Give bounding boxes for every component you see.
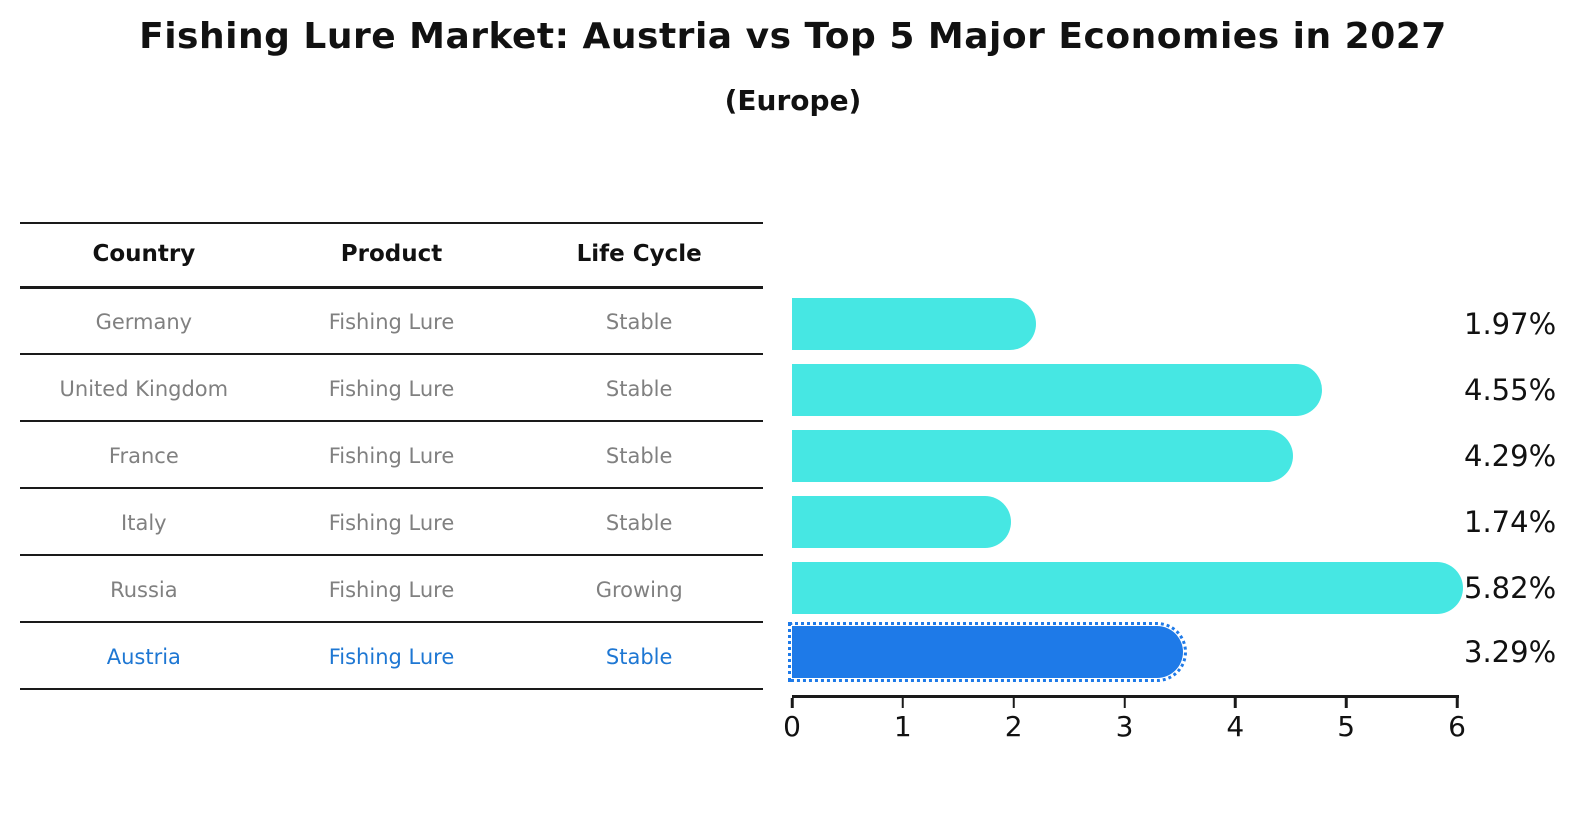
cell-product: Fishing Lure [328, 376, 455, 401]
country-table: Country Product Life Cycle Germany Fishi… [20, 222, 763, 690]
x-axis-line [792, 695, 1459, 698]
column-header-product: Product [340, 241, 443, 267]
cell-country: Germany [95, 309, 193, 334]
bar-russia [792, 562, 1464, 614]
table-row-austria: Austria Fishing Lure Stable [20, 623, 763, 690]
cell-product: Fishing Lure [328, 644, 455, 669]
cell-product: Fishing Lure [328, 510, 455, 535]
table-row-germany: Germany Fishing Lure Stable [20, 288, 763, 355]
cell-life-cycle: Stable [605, 443, 673, 468]
x-axis-tick [1455, 698, 1459, 708]
column-header-life-cycle: Life Cycle [576, 241, 702, 267]
x-axis-tick-label: 2 [1004, 710, 1023, 743]
cell-life-cycle: Stable [605, 376, 673, 401]
x-axis-tick [790, 698, 794, 708]
table-row-divider [20, 487, 763, 489]
cell-life-cycle: Growing [595, 577, 683, 602]
x-axis-tick-label: 6 [1448, 710, 1466, 743]
x-axis-tick-label: 3 [1115, 710, 1134, 743]
chart-subtitle: (Europe) [724, 84, 862, 117]
table-header-row: Country Product Life Cycle [20, 222, 763, 286]
chart-title: Fishing Lure Market: Austria vs Top 5 Ma… [139, 16, 1447, 57]
x-axis-tick [1234, 698, 1237, 708]
table-row-divider [20, 353, 763, 355]
cell-country: Russia [110, 577, 178, 602]
bar-germany [792, 298, 1037, 350]
bar-italy [792, 496, 1011, 548]
table-header-border [20, 286, 763, 289]
x-axis-tick [901, 698, 905, 708]
bar-france [792, 430, 1294, 482]
cell-life-cycle: Stable [605, 309, 673, 334]
x-axis-tick [1344, 698, 1348, 708]
x-axis-tick-label: 0 [783, 710, 801, 743]
bar-plot-area [788, 280, 1464, 700]
table-row-italy: Italy Fishing Lure Stable [20, 489, 763, 556]
x-axis-tick [1012, 698, 1015, 708]
table-row-divider [20, 420, 763, 422]
table-top-border [20, 222, 763, 224]
cell-country: Italy [121, 510, 167, 535]
x-axis-tick-label: 1 [893, 710, 912, 743]
x-axis-tick-label: 5 [1337, 710, 1356, 743]
table-row-russia: Russia Fishing Lure Growing [20, 556, 763, 623]
table-row-france: France Fishing Lure Stable [20, 422, 763, 489]
table-row-divider [20, 554, 763, 556]
bar-united-kingdom [792, 364, 1323, 416]
column-header-country: Country [92, 241, 196, 267]
cell-product: Fishing Lure [328, 577, 455, 602]
x-axis-tick [1123, 698, 1126, 708]
cell-country: United Kingdom [59, 376, 229, 401]
cell-product: Fishing Lure [328, 443, 455, 468]
bar-value-label: 1.97% [1464, 307, 1557, 341]
table-row-divider [20, 621, 763, 623]
table-bottom-border [20, 688, 763, 690]
x-axis-tick-label: 4 [1226, 710, 1245, 743]
cell-life-cycle: Stable [605, 510, 673, 535]
table-row-united-kingdom: United Kingdom Fishing Lure Stable [20, 355, 763, 422]
bar-value-label: 4.29% [1464, 439, 1557, 473]
cell-life-cycle: Stable [605, 644, 673, 669]
bar-value-label: 1.74% [1464, 505, 1557, 539]
bar-value-label: 4.55% [1464, 373, 1557, 407]
cell-country: Austria [106, 644, 181, 669]
cell-country: France [108, 443, 179, 468]
bar-value-label: 3.29% [1464, 635, 1557, 669]
bar-austria-highlighted [788, 622, 1187, 682]
cell-product: Fishing Lure [328, 309, 455, 334]
bar-value-label: 5.82% [1464, 571, 1557, 605]
